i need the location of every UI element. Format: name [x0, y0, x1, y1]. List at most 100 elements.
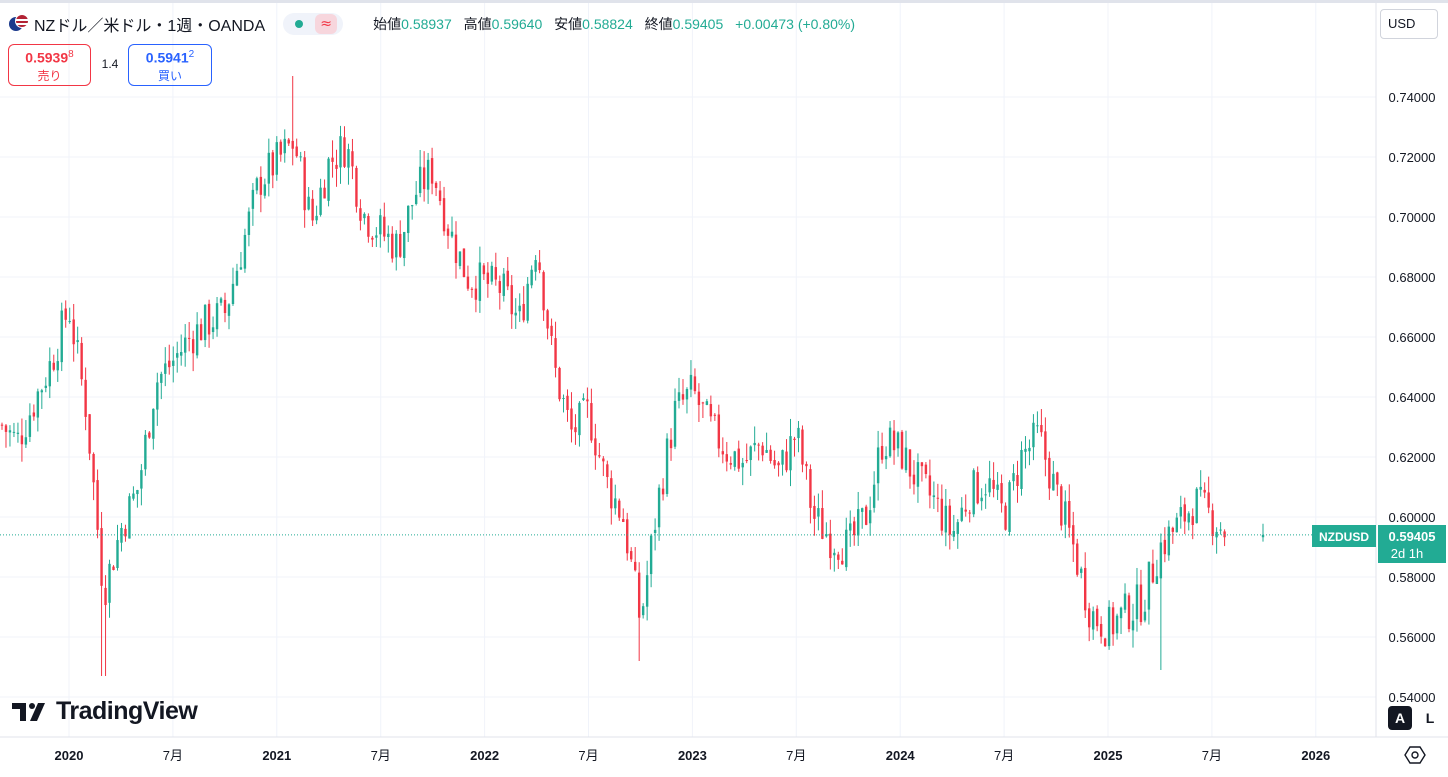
candle	[462, 248, 466, 278]
sell-button[interactable]: 0.59398 売り	[8, 44, 91, 86]
candle	[598, 442, 601, 459]
candle	[876, 430, 880, 501]
candle	[1020, 441, 1023, 496]
tradingview-logo-icon	[12, 702, 45, 721]
y-tick-label: 0.58000	[1389, 570, 1436, 585]
candle	[888, 421, 892, 458]
candle	[1167, 520, 1171, 561]
candle	[347, 143, 350, 185]
candle	[168, 344, 171, 375]
candle	[514, 298, 517, 329]
x-tick-label: 2026	[1301, 748, 1330, 763]
buy-price: 0.5941	[145, 49, 189, 66]
log-scale-button[interactable]: L	[1418, 706, 1442, 730]
candle	[825, 522, 828, 538]
candle	[1151, 549, 1155, 584]
candle	[80, 337, 83, 386]
candle	[72, 303, 75, 362]
candle	[618, 498, 621, 521]
candle	[622, 508, 625, 523]
low-value: 0.58824	[582, 16, 633, 32]
candle	[892, 420, 896, 465]
candle	[267, 138, 271, 197]
candle	[1183, 497, 1186, 535]
candle	[1056, 471, 1059, 497]
symbol-title[interactable]: NZドル／米ドル・1週・OANDA	[34, 18, 266, 35]
tradingview-logo[interactable]: TradingView	[12, 697, 198, 726]
candle	[1119, 606, 1123, 635]
candle	[112, 565, 115, 571]
candle	[351, 138, 354, 180]
candle	[1044, 417, 1047, 477]
candle	[335, 149, 338, 187]
candle	[379, 208, 382, 248]
candle	[530, 265, 533, 289]
low-label: 安値	[554, 16, 583, 32]
sell-price-sup: 8	[68, 49, 74, 60]
candle	[797, 421, 800, 453]
candle	[1072, 511, 1075, 562]
candle	[474, 275, 478, 313]
candle	[371, 235, 374, 248]
currency-button[interactable]: USD	[1380, 9, 1438, 39]
candle	[932, 481, 936, 509]
candle	[880, 432, 884, 464]
y-tick-label: 0.68000	[1389, 270, 1436, 285]
candle	[594, 423, 597, 470]
candle	[1048, 451, 1051, 500]
candle	[1187, 511, 1190, 531]
candle	[936, 483, 940, 513]
candle	[1147, 561, 1151, 625]
candle	[116, 524, 119, 571]
price-axis[interactable]: 0.54000 0.56000 0.58000 0.60000 0.62000 0.640…	[1375, 3, 1448, 737]
candle	[446, 224, 450, 249]
candle	[709, 395, 713, 422]
candle	[104, 575, 107, 676]
candle	[367, 213, 370, 243]
candle	[4, 424, 8, 448]
market-status-pill[interactable]: ≈	[283, 13, 344, 35]
us-flag-icon	[15, 14, 29, 28]
candle	[183, 324, 187, 367]
candle	[793, 436, 796, 457]
candle	[928, 459, 932, 509]
candle	[247, 207, 251, 247]
candle	[148, 431, 151, 439]
candle	[343, 126, 346, 168]
candle	[450, 216, 454, 239]
candle	[630, 547, 633, 563]
candle	[964, 494, 967, 517]
close-value: 0.59405	[672, 16, 724, 32]
x-tick-label: 2020	[55, 748, 84, 763]
candle	[20, 418, 24, 462]
candle	[1219, 522, 1222, 535]
candle	[944, 489, 948, 547]
auto-scale-button[interactable]: A	[1388, 706, 1412, 730]
candle	[279, 139, 282, 162]
candle	[725, 441, 728, 472]
candle	[223, 292, 227, 323]
buy-button[interactable]: 0.59412 買い	[128, 44, 212, 86]
time-axis[interactable]: 2020 7月 2021 7月 2022 7月 2023 7月 2024 7月 2025 7月 2026	[0, 736, 1448, 763]
candle	[16, 422, 20, 443]
price-axis-bg	[1376, 3, 1448, 737]
candle	[255, 176, 259, 195]
candle	[900, 429, 904, 470]
settings-icon[interactable]	[1404, 745, 1426, 765]
candle	[494, 252, 498, 286]
candle	[669, 428, 673, 461]
candle	[403, 231, 406, 267]
candle	[801, 425, 804, 473]
candle	[207, 299, 211, 348]
candle	[1091, 606, 1095, 640]
candle	[195, 312, 199, 359]
wave-icon[interactable]: ≈	[315, 14, 338, 34]
candle	[160, 371, 163, 400]
candle	[311, 190, 314, 226]
candle	[872, 471, 876, 513]
candle	[191, 330, 195, 372]
x-tick-label: 7月	[1202, 748, 1222, 763]
candle	[454, 221, 458, 279]
candle	[849, 510, 852, 547]
